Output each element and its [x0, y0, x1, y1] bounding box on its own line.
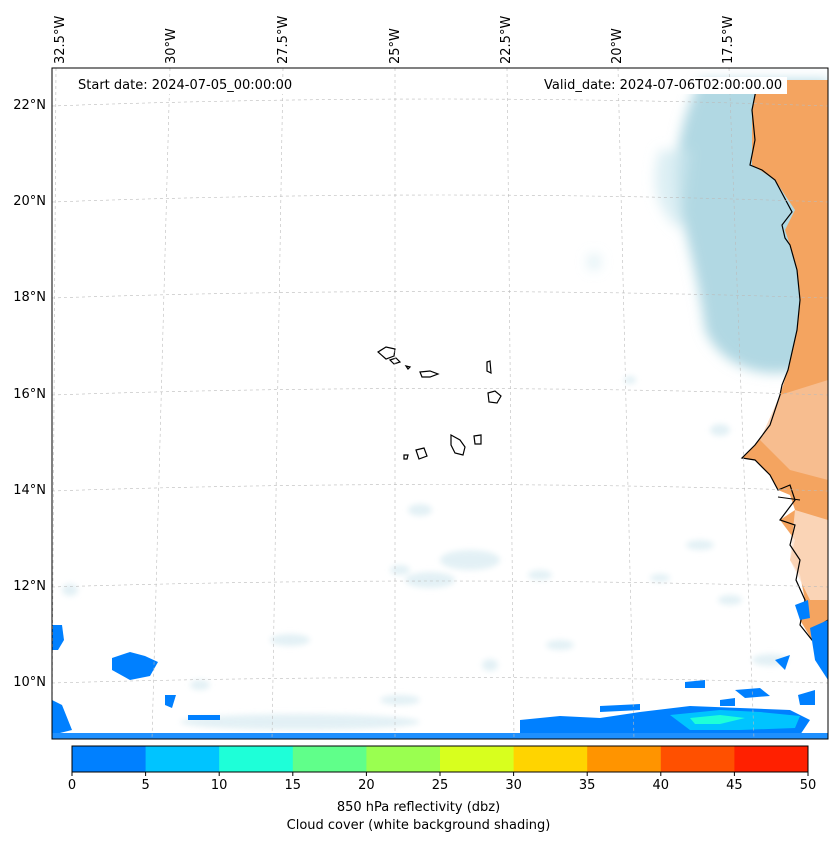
- colorbar-segment: [734, 746, 809, 772]
- colorbar-tick-label: 15: [284, 778, 302, 793]
- lon-label-27-5w: 27.5°W: [276, 15, 291, 64]
- colorbar-tick-label: 5: [141, 778, 150, 793]
- lon-label-22-5w: 22.5°W: [499, 15, 514, 64]
- land-shading-south: [790, 510, 828, 600]
- colorbar-segment: [440, 746, 515, 772]
- lon-label-30w: 30°W: [164, 28, 179, 64]
- colorbar-tick-label: 50: [799, 778, 817, 793]
- reflectivity-thin-band: [52, 733, 828, 739]
- gridlines: [52, 68, 828, 739]
- lat-label-14n: 14°N: [13, 483, 46, 498]
- start-date-label: Start date: 2024-07-05_00:00:00: [73, 77, 298, 94]
- colorbar-segment: [219, 746, 294, 772]
- lon-label-32-5w: 32.5°W: [53, 15, 68, 64]
- colorbar-sublabel: Cloud cover (white background shading): [286, 818, 551, 833]
- lat-label-16n: 16°N: [13, 387, 46, 402]
- lat-label-20n: 20°N: [13, 194, 46, 209]
- lat-label-10n: 10°N: [13, 675, 46, 690]
- colorbar-tick-label: 10: [210, 778, 228, 793]
- colorbar: [71, 745, 809, 776]
- lat-label-12n: 12°N: [13, 579, 46, 594]
- lon-label-25w: 25°W: [388, 28, 403, 64]
- reflectivity-20dbz: [690, 715, 745, 724]
- cape-verde-islands: [376, 346, 502, 460]
- colorbar-tick-label: 40: [652, 778, 670, 793]
- colorbar-label: 850 hPa reflectivity (dbz): [336, 800, 501, 815]
- africa-land: [742, 80, 828, 640]
- colorbar-segment: [292, 746, 367, 772]
- valid-date-label: Valid_date: 2024-07-06T02:00:00.00: [539, 77, 788, 94]
- colorbar-tick-label: 20: [358, 778, 375, 793]
- colorbar-segment: [72, 746, 147, 772]
- map-frame: [51, 67, 829, 740]
- africa-coastline: [740, 79, 828, 642]
- colorbar-tick-label: 35: [578, 778, 596, 793]
- colorbar-tick-label: 25: [431, 778, 449, 793]
- colorbar-tick-label: 45: [726, 778, 743, 793]
- lat-label-22n: 22°N: [13, 98, 46, 113]
- colorbar-tick-label: 0: [67, 778, 77, 793]
- gambia-river: [777, 496, 801, 501]
- lon-label-17-5w: 17.5°W: [721, 15, 736, 64]
- colorbar-tick-label: 30: [505, 778, 522, 793]
- colorbar-segment: [366, 746, 441, 772]
- colorbar-segment: [660, 746, 735, 772]
- colorbar-segment: [513, 746, 588, 772]
- lat-label-18n: 18°N: [13, 290, 46, 305]
- colorbar-segment: [587, 746, 662, 772]
- lon-label-20w: 20°W: [610, 28, 625, 64]
- colorbar-segment: [145, 746, 220, 772]
